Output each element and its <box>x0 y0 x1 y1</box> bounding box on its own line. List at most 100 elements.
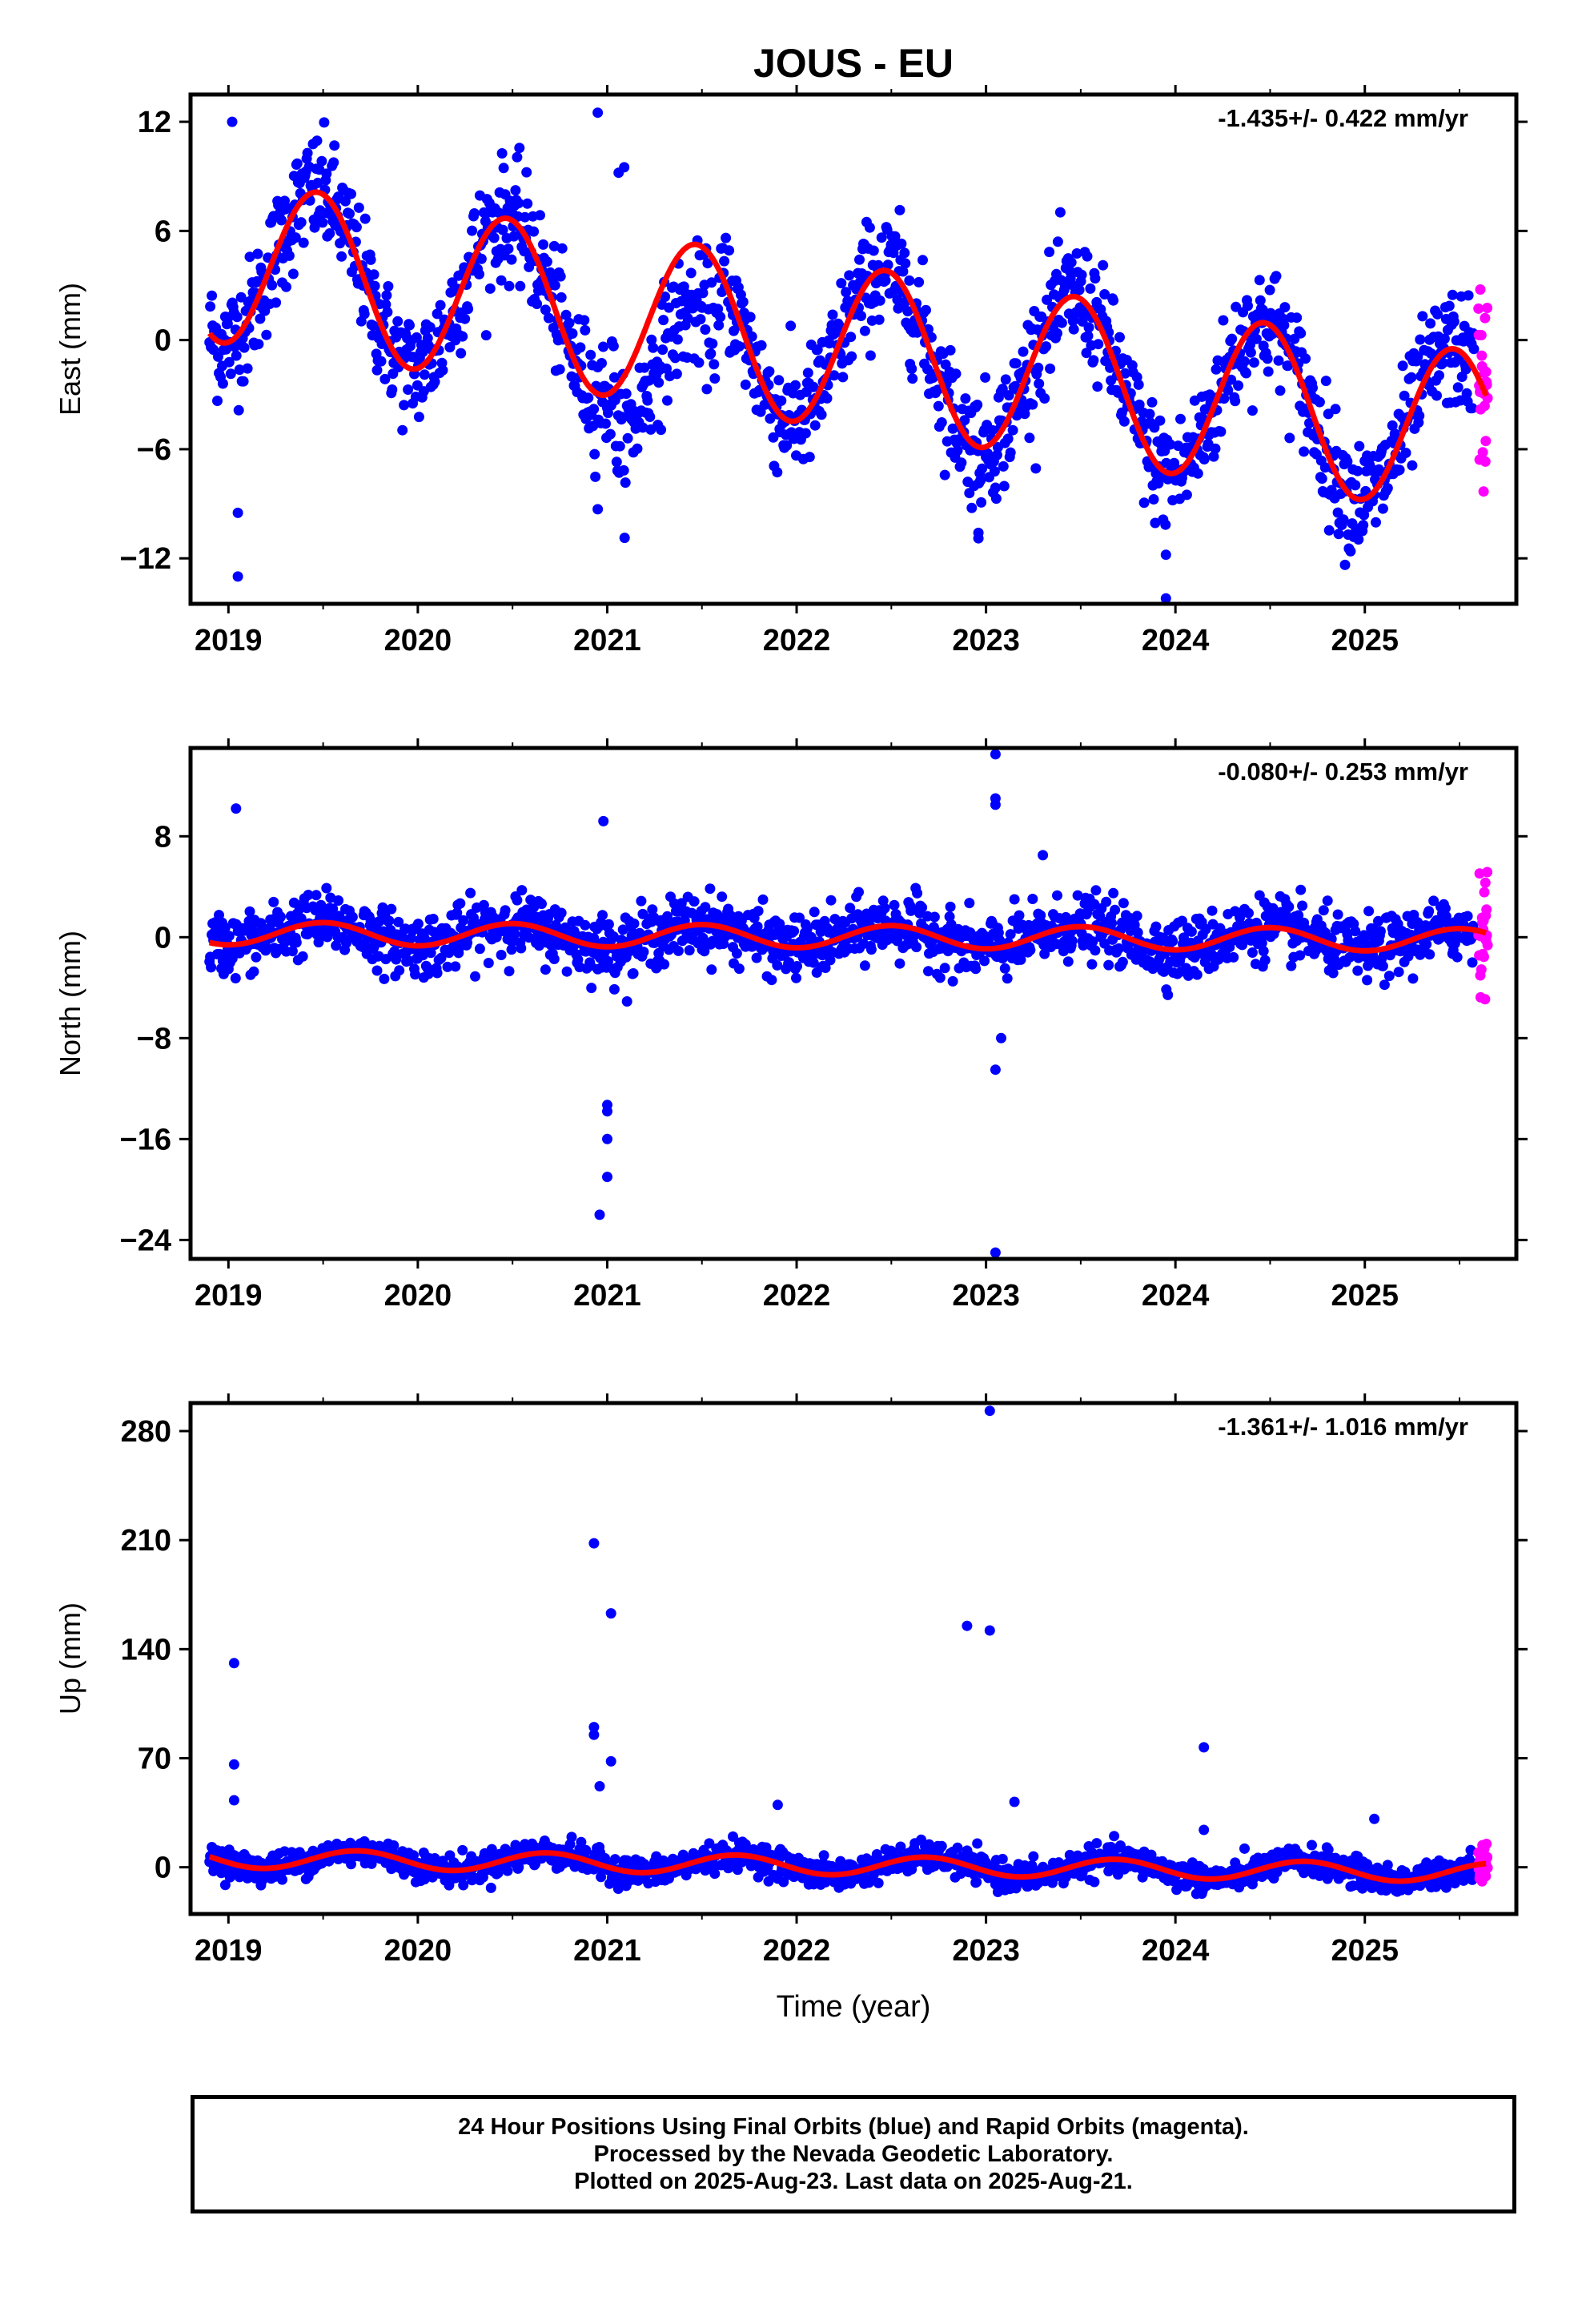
final-orbit-point <box>1403 951 1414 962</box>
final-orbit-point <box>1415 334 1426 345</box>
final-orbit-point <box>794 912 805 923</box>
final-orbit-point <box>1117 956 1128 967</box>
outlier-point <box>227 116 238 127</box>
final-orbit-point <box>1318 905 1329 916</box>
rapid-orbit-point <box>1480 312 1491 324</box>
final-orbit-point <box>757 894 769 905</box>
final-orbit-point <box>1039 948 1050 959</box>
final-orbit-point <box>429 376 440 388</box>
final-orbit-point <box>702 258 713 269</box>
final-orbit-point <box>521 167 532 178</box>
final-orbit-point <box>442 961 453 972</box>
final-orbit-point <box>1074 284 1085 296</box>
final-orbit-point <box>1219 393 1230 404</box>
final-orbit-point <box>520 211 531 223</box>
final-orbit-point <box>1264 284 1275 296</box>
final-orbit-point <box>480 330 492 341</box>
final-orbit-point <box>1223 384 1234 396</box>
final-orbit-point <box>1160 519 1171 530</box>
final-orbit-point <box>1243 300 1253 312</box>
panel-east: 2019 2020 2021 2022 2023 2024 20251260−6−12Eas… <box>54 85 1528 657</box>
final-orbit-point <box>506 254 517 265</box>
final-orbit-point <box>1307 1839 1317 1851</box>
final-orbit-point <box>1338 514 1349 525</box>
final-orbit-point <box>697 287 709 299</box>
final-orbit-point <box>865 350 876 361</box>
final-orbit-point <box>253 339 264 350</box>
data-points-east <box>204 107 1493 604</box>
final-orbit-point <box>255 313 266 324</box>
final-orbit-point <box>543 312 554 324</box>
final-orbit-point <box>1076 269 1087 280</box>
final-orbit-point <box>1150 921 1162 932</box>
final-orbit-point <box>801 923 813 935</box>
final-orbit-point <box>1045 363 1056 374</box>
final-orbit-point <box>394 965 405 976</box>
final-orbit-point <box>1345 545 1356 557</box>
final-orbit-point <box>921 304 931 316</box>
final-orbit-point <box>383 915 395 927</box>
final-orbit-point <box>1399 390 1410 401</box>
final-orbit-point <box>809 907 820 918</box>
final-orbit-point <box>359 213 371 224</box>
final-orbit-point <box>548 240 560 251</box>
outlier-point <box>973 533 984 544</box>
final-orbit-point <box>844 270 855 281</box>
final-orbit-point <box>585 349 596 360</box>
rapid-orbit-point <box>1477 447 1488 458</box>
final-orbit-point <box>856 311 866 321</box>
final-orbit-point <box>1275 385 1286 396</box>
final-orbit-point <box>375 356 387 367</box>
x-tick-label: 2024 <box>1142 624 1210 657</box>
final-orbit-point <box>275 911 286 923</box>
y-tick-label: 8 <box>155 820 171 854</box>
final-orbit-point <box>1090 273 1101 284</box>
final-orbit-point <box>1330 404 1341 415</box>
final-orbit-point <box>964 898 975 909</box>
final-orbit-point <box>206 962 217 973</box>
final-orbit-point <box>1042 294 1053 305</box>
final-orbit-point <box>804 452 815 463</box>
final-orbit-point <box>580 919 591 931</box>
final-orbit-point <box>952 1842 963 1853</box>
final-orbit-point <box>1247 405 1258 416</box>
final-orbit-point <box>1010 358 1022 369</box>
outlier-point <box>598 815 609 826</box>
final-orbit-point <box>1271 1867 1283 1878</box>
final-orbit-point <box>579 315 590 326</box>
final-orbit-point <box>1132 927 1143 938</box>
final-orbit-point <box>1394 464 1405 476</box>
final-orbit-point <box>411 332 422 343</box>
outlier-point <box>613 167 624 179</box>
final-orbit-point <box>541 256 552 267</box>
final-orbit-point <box>1149 422 1160 433</box>
final-orbit-point <box>516 885 528 896</box>
final-orbit-point <box>611 456 622 468</box>
final-orbit-point <box>608 983 620 995</box>
final-orbit-point <box>556 243 568 254</box>
final-orbit-point <box>515 280 526 292</box>
final-orbit-point <box>917 255 928 266</box>
final-orbit-point <box>230 973 241 983</box>
final-orbit-point <box>1071 248 1082 259</box>
final-orbit-point <box>911 942 922 953</box>
final-orbit-point <box>1286 960 1297 971</box>
final-orbit-point <box>1443 300 1455 312</box>
final-orbit-point <box>906 364 917 374</box>
outlier-point <box>990 1247 1001 1258</box>
final-orbit-point <box>889 899 900 911</box>
final-orbit-point <box>845 332 857 343</box>
final-orbit-point <box>1215 426 1227 437</box>
final-orbit-point <box>612 1884 624 1894</box>
final-orbit-point <box>902 306 913 317</box>
final-orbit-point <box>1131 911 1142 922</box>
final-orbit-point <box>1054 207 1066 218</box>
final-orbit-point <box>450 961 461 972</box>
final-orbit-point <box>1028 1851 1039 1862</box>
final-orbit-point <box>944 911 955 923</box>
final-orbit-point <box>614 440 625 452</box>
final-orbit-point <box>1434 370 1444 381</box>
final-orbit-point <box>1088 355 1099 366</box>
final-orbit-point <box>500 905 511 916</box>
final-orbit-point <box>1015 954 1026 965</box>
